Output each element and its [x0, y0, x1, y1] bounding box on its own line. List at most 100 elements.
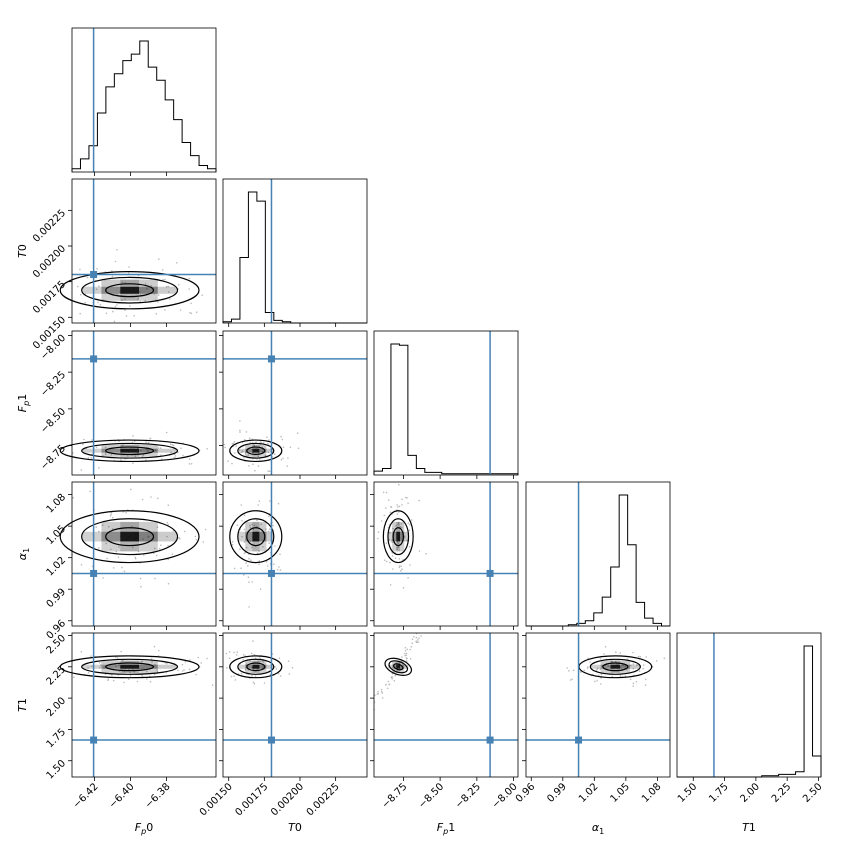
axis-label-f-p1: Fp1: [16, 394, 31, 412]
histogram-t0: [222, 191, 367, 324]
sample-point: [385, 542, 388, 544]
sample-point: [639, 656, 642, 658]
sample-point: [396, 541, 399, 543]
density-cell: [101, 521, 121, 532]
sample-point: [129, 675, 132, 677]
density-cell: [392, 521, 397, 532]
sample-point: [619, 652, 622, 654]
density-cell: [396, 660, 401, 665]
sample-point: [243, 541, 246, 543]
density-cell: [139, 293, 158, 301]
density-cell: [157, 664, 177, 669]
sample-point: [155, 313, 158, 315]
sample-point: [632, 685, 635, 687]
sample-point: [240, 504, 243, 506]
sample-point: [166, 535, 168, 538]
axis-label-t1: T1: [742, 821, 756, 834]
sample-point: [273, 453, 276, 455]
panel-alpha-1-vs-f-p0: 0.960.991.021.051.08: [45, 481, 217, 642]
sample-point: [407, 577, 409, 579]
sample-point: [248, 606, 250, 608]
sample-point: [125, 512, 127, 514]
sample-point: [410, 646, 413, 648]
sample-point: [266, 436, 268, 439]
sample-point: [611, 661, 614, 663]
contour-mid: [81, 658, 179, 675]
axis-label-f-p0: Fp0: [135, 821, 153, 836]
sample-point: [580, 671, 582, 673]
sample-point: [257, 504, 260, 506]
density-cell: [101, 279, 121, 287]
sample-point: [596, 668, 598, 671]
sample-point: [141, 674, 143, 677]
corner-panels: 0.001500.001750.002000.00225−8.75−8.50−8…: [16, 27, 825, 836]
panel-frame: [222, 632, 368, 778]
x-tick-label: 1.08: [640, 781, 664, 805]
sample-point: [124, 298, 126, 301]
panel-frame: [222, 178, 368, 324]
sample-point: [82, 443, 84, 446]
sample-point: [398, 483, 400, 486]
sample-point: [603, 653, 605, 655]
density-cell: [620, 668, 631, 673]
sample-point: [391, 678, 394, 680]
sample-point: [223, 443, 226, 446]
sample-point: [157, 447, 160, 449]
sample-point: [245, 451, 247, 454]
sample-point: [98, 547, 100, 549]
sample-point: [179, 309, 182, 311]
density-cell: [139, 521, 158, 532]
density-cell: [101, 668, 121, 673]
sample-point: [385, 684, 387, 686]
panel-frame: [71, 481, 217, 627]
sample-point: [107, 678, 109, 680]
sample-point: [238, 449, 241, 451]
sample-point: [263, 682, 266, 684]
x-tick-label: −6.42: [71, 781, 100, 810]
sample-point: [297, 447, 300, 450]
sample-point: [231, 543, 234, 546]
density-cell: [400, 668, 405, 673]
sample-point: [415, 636, 418, 639]
sample-point: [251, 674, 253, 677]
sample-point: [282, 457, 284, 460]
density-cell: [139, 531, 158, 542]
x-tick-label: 2.25: [770, 781, 794, 805]
sample-point: [87, 671, 90, 674]
panel-f-p1-vs-f-p0: −8.75−8.50−8.25−8.00: [39, 330, 217, 479]
sample-point: [596, 667, 599, 669]
density-cell: [630, 664, 640, 669]
sample-point: [225, 652, 228, 655]
sample-point: [407, 522, 410, 524]
sample-point: [397, 511, 400, 513]
sample-point: [394, 674, 397, 677]
sample-point: [247, 454, 250, 456]
truth-marker: [90, 569, 98, 577]
sample-point: [206, 657, 208, 660]
sample-point: [190, 463, 193, 465]
density-cell: [392, 531, 397, 542]
sample-point: [387, 499, 390, 501]
sample-point: [132, 462, 134, 464]
sample-point: [157, 497, 159, 500]
density-cell: [266, 664, 274, 669]
y-tick-label: 1.02: [45, 555, 69, 579]
y-tick-label: −8.25: [39, 369, 68, 398]
sample-point: [406, 648, 409, 651]
sample-point: [254, 675, 257, 677]
sample-point: [110, 548, 112, 551]
sample-point: [158, 649, 160, 652]
density-cell: [259, 541, 267, 552]
density-cell: [400, 521, 405, 532]
sample-point: [391, 676, 394, 678]
density-cell: [245, 452, 253, 457]
sample-point: [155, 554, 158, 557]
panel-frame: [525, 632, 671, 778]
density-cell: [238, 448, 246, 453]
sample-point: [568, 669, 570, 672]
contour-inner: [392, 527, 404, 547]
sample-point: [255, 525, 258, 528]
sample-point: [594, 680, 596, 683]
sample-point: [386, 687, 389, 690]
sample-point: [269, 500, 271, 502]
